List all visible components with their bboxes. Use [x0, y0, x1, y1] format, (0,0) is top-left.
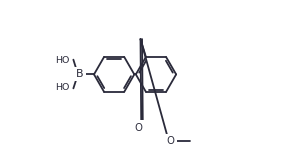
Text: HO: HO: [56, 56, 70, 65]
Text: HO: HO: [56, 83, 70, 92]
Text: O: O: [167, 136, 175, 146]
Text: O: O: [134, 123, 142, 133]
Text: B: B: [76, 69, 84, 79]
